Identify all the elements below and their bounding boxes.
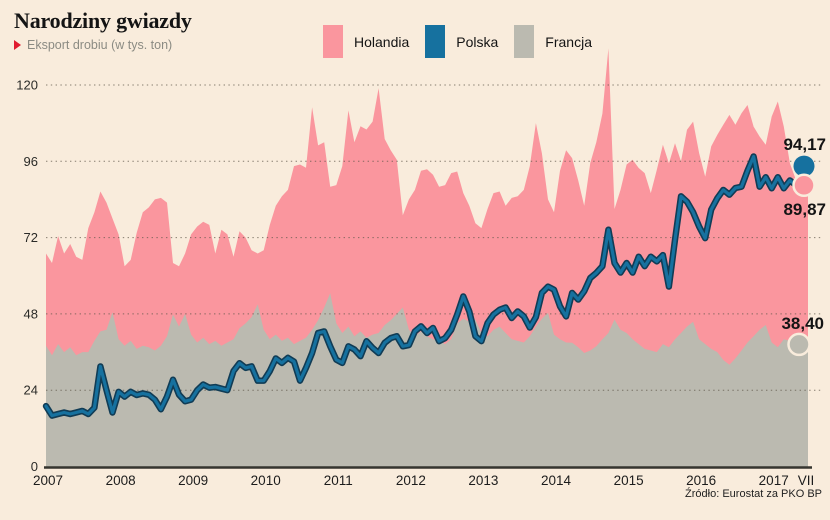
legend-label: Polska [456, 33, 499, 50]
bullet-triangle-icon [14, 40, 21, 50]
francja-area [46, 293, 808, 467]
x-tick-label-2010: 2010 [251, 473, 281, 488]
x-tick-label-2012: 2012 [396, 473, 426, 488]
x-tick-label-2013: 2013 [468, 473, 498, 488]
y-tick-label-24: 24 [24, 383, 38, 398]
francja-end-dot [787, 332, 811, 357]
x-tick-label-2015: 2015 [614, 473, 644, 488]
y-tick-label-72: 72 [24, 230, 38, 245]
page-title: Narodziny gwiazdy [14, 8, 192, 33]
x-tick-label-2016: 2016 [686, 473, 716, 488]
chart-header: Narodziny gwiazdy Eksport drobiu (w tys.… [14, 8, 192, 52]
x-tick-label-2008: 2008 [106, 473, 136, 488]
x-tick-label-2009: 2009 [178, 473, 208, 488]
x-tick-label-2007: 2007 [33, 473, 63, 488]
y-tick-label-120: 120 [16, 78, 38, 93]
legend-item-francja: Francja [514, 25, 592, 58]
legend-swatch-holandia [323, 25, 343, 58]
y-tick-label-0: 0 [31, 459, 38, 474]
legend-label: Holandia [354, 33, 410, 50]
legend-item-holandia: Holandia [323, 25, 409, 58]
legend-label: Francja [545, 33, 592, 50]
polska-end-value-label: 94,17 [783, 135, 826, 154]
holandia-end-dot [792, 173, 816, 198]
chart-subtitle: Eksport drobiu (w tys. ton) [14, 38, 192, 52]
polska-end-dot [793, 155, 815, 177]
legend: Holandia Polska Francja [323, 25, 608, 58]
holandia-end-value-label: 89,87 [783, 200, 826, 219]
x-tick-label-VII: VII [798, 473, 815, 488]
legend-swatch-francja [514, 25, 535, 58]
x-tick-label-2017: 2017 [759, 473, 789, 488]
chart-subtitle-text: Eksport drobiu (w tys. ton) [27, 38, 173, 52]
y-tick-label-48: 48 [24, 306, 38, 321]
x-tick-label-2014: 2014 [541, 473, 572, 488]
legend-swatch-polska [425, 25, 446, 58]
francja-end-value-label: 38,40 [781, 314, 824, 333]
polska-line [44, 154, 810, 418]
y-tick-label-96: 96 [24, 154, 38, 169]
x-tick-label-2011: 2011 [324, 473, 353, 488]
source-note: Źródło: Eurostat za PKO BP [685, 488, 822, 500]
legend-item-polska: Polska [425, 25, 498, 58]
